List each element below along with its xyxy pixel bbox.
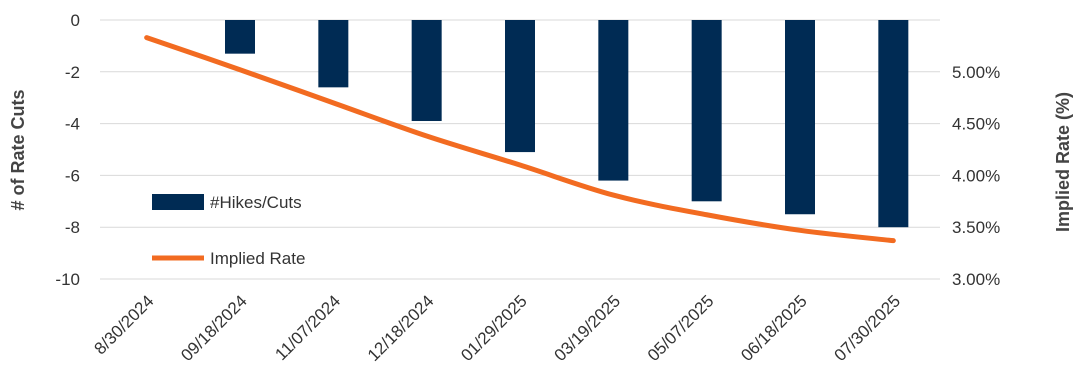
- legend-bar-label: #Hikes/Cuts: [210, 193, 302, 212]
- bar-series: [225, 20, 909, 228]
- x-tick-label: 07/30/2025: [831, 291, 905, 365]
- x-axis-ticks: 8/30/2024 09/18/2024 11/07/2024 12/18/2024 0…: [91, 291, 905, 365]
- bar: [878, 20, 909, 228]
- x-tick-label: 05/07/2025: [644, 291, 718, 365]
- left-axis-title: # of Rate Cuts: [8, 89, 28, 210]
- bar: [505, 20, 535, 153]
- right-tick-label: 5.00%: [952, 63, 1000, 82]
- left-tick-label: 0: [71, 11, 80, 30]
- right-tick-label: 3.00%: [952, 270, 1000, 289]
- bar: [598, 20, 629, 181]
- bar: [785, 20, 815, 215]
- legend-line-label: Implied Rate: [210, 249, 305, 268]
- left-axis-ticks: 0 -2 -4 -6 -8 -10: [55, 11, 80, 289]
- x-tick-label: 01/29/2025: [457, 291, 531, 365]
- x-tick-label: 03/19/2025: [551, 291, 625, 365]
- left-tick-label: -6: [65, 166, 80, 185]
- left-tick-label: -2: [65, 63, 80, 82]
- bar: [691, 20, 722, 202]
- right-axis-title: Implied Rate (%): [1053, 92, 1073, 232]
- bar: [225, 20, 255, 54]
- x-tick-label: 11/07/2024: [271, 291, 344, 364]
- left-tick-label: -10: [55, 270, 80, 289]
- x-tick-label: 06/18/2025: [737, 291, 811, 365]
- implied-rate-line: [144, 35, 896, 244]
- right-tick-label: 4.00%: [952, 166, 1000, 185]
- right-tick-label: 4.50%: [952, 115, 1000, 134]
- right-tick-label: 3.50%: [952, 218, 1000, 237]
- line-series: [144, 35, 896, 244]
- left-tick-label: -8: [65, 218, 80, 237]
- x-tick-label: 12/18/2024: [364, 291, 438, 365]
- legend-bar-swatch: [152, 194, 204, 210]
- x-tick-label: 09/18/2024: [177, 291, 251, 365]
- bar: [318, 20, 349, 88]
- legend: #Hikes/Cuts Implied Rate: [152, 193, 305, 268]
- left-tick-label: -4: [65, 115, 80, 134]
- x-tick-label: 8/30/2024: [91, 291, 158, 358]
- bar: [411, 20, 442, 122]
- right-axis-ticks: 5.00% 4.50% 4.00% 3.50% 3.00%: [952, 63, 1000, 289]
